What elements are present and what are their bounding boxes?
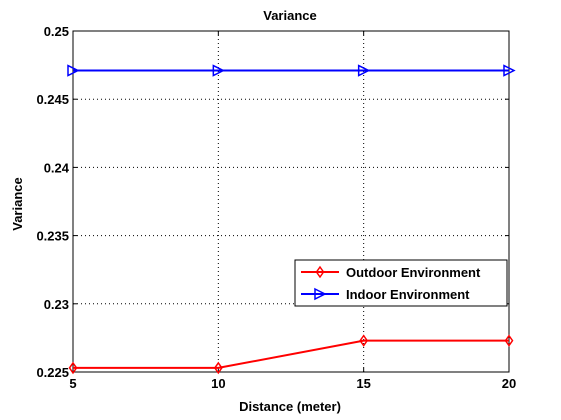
indoor-environment-point	[503, 64, 516, 77]
plot-background	[73, 31, 509, 372]
outdoor-environment-point	[68, 361, 78, 375]
chart-title: Variance	[263, 8, 317, 23]
series-layer	[67, 64, 516, 375]
x-tick-label: 20	[502, 376, 516, 391]
indoor-environment-point	[357, 64, 371, 77]
x-tick-label: 15	[356, 376, 370, 391]
indoor-environment-point	[67, 64, 80, 77]
x-axis-ticks: 5 10 15 20	[69, 31, 516, 391]
plot-area	[73, 31, 509, 372]
grid-lines	[73, 31, 509, 372]
legend-label-indoor-environment: Indoor Environment	[346, 287, 470, 302]
y-axis-ticks: 0.225 0.23 0.235 0.24 0.245 0.25	[36, 24, 509, 380]
legend-label-outdoor-environment: Outdoor Environment	[346, 265, 481, 280]
x-axis-label: Distance (meter)	[239, 399, 341, 414]
y-tick-label: 0.24	[44, 160, 70, 175]
outdoor-environment-point	[504, 334, 514, 347]
legend-marker-outdoor-environment	[315, 265, 325, 279]
y-axis-label: Variance	[10, 177, 25, 231]
x-tick-label: 5	[69, 376, 76, 391]
y-tick-label: 0.23	[44, 297, 69, 312]
indoor-environment-point	[212, 64, 226, 77]
y-tick-label: 0.25	[44, 24, 69, 39]
legend: Outdoor Environment Indoor Environment	[294, 259, 508, 307]
outdoor-environment-point	[359, 334, 369, 347]
y-tick-label: 0.245	[36, 92, 69, 107]
outdoor-environment-line	[73, 339, 509, 369]
y-tick-label: 0.235	[36, 229, 69, 244]
axes-box	[72, 30, 510, 373]
outdoor-environment-point	[213, 361, 223, 375]
y-tick-label: 0.225	[36, 365, 69, 380]
legend-box	[294, 259, 508, 307]
x-tick-label: 10	[211, 376, 225, 391]
axes-frame	[72, 30, 510, 373]
legend-marker-indoor-environment	[314, 287, 327, 301]
